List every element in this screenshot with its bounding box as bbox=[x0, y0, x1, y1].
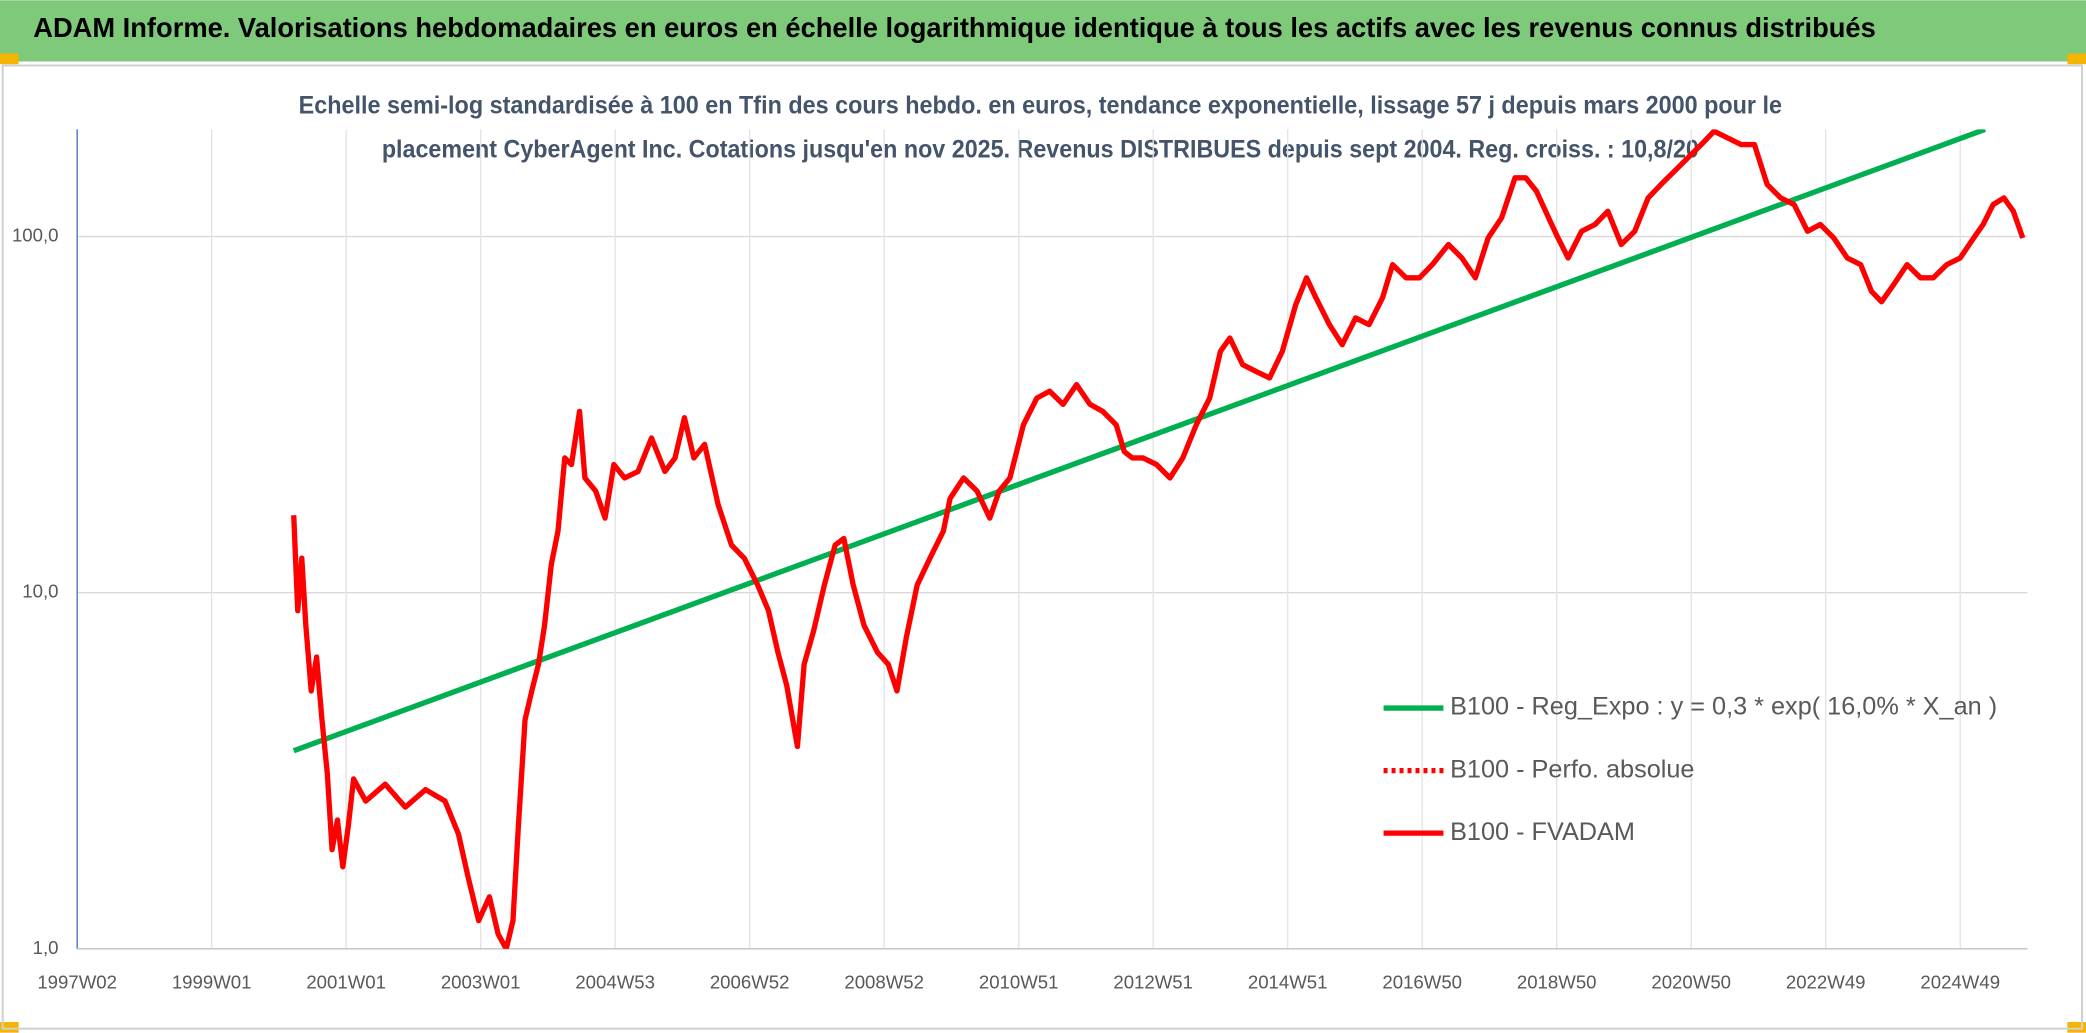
legend-label: B100 - FVADAM bbox=[1450, 818, 1635, 846]
x-tick-label: 2014W51 bbox=[1248, 971, 1328, 992]
legend-label: B100 - Reg_Expo : y = 0,3 * exp( 16,0% *… bbox=[1450, 693, 1997, 721]
x-tick-label: 1999W01 bbox=[172, 971, 252, 992]
series-line bbox=[292, 129, 1987, 754]
chart-title: ADAM Informe. Valorisations hebdomadaire… bbox=[33, 12, 1876, 43]
series-line bbox=[291, 129, 2026, 949]
chart-subtitle: placement CyberAgent Inc. Cotations jusq… bbox=[382, 135, 1699, 163]
x-tick-label: 2020W50 bbox=[1651, 971, 1731, 992]
x-tick-label: 2004W53 bbox=[575, 971, 655, 992]
plot-area bbox=[291, 129, 2026, 949]
x-tick-label: 2018W50 bbox=[1517, 971, 1597, 992]
x-tick-label: 2001W01 bbox=[306, 971, 386, 992]
x-tick-label: 2016W50 bbox=[1382, 971, 1462, 992]
y-tick-label: 100,0 bbox=[12, 224, 59, 245]
corner-marker bbox=[0, 1022, 19, 1033]
y-tick-label: 1,0 bbox=[33, 937, 59, 958]
x-tick-label: 2006W52 bbox=[710, 971, 790, 992]
x-tick-label: 1997W02 bbox=[37, 971, 117, 992]
x-tick-label: 2003W01 bbox=[441, 971, 521, 992]
corner-marker bbox=[0, 53, 19, 65]
corner-marker bbox=[2067, 53, 2086, 65]
x-tick-label: 2008W52 bbox=[844, 971, 924, 992]
corner-marker bbox=[2067, 1022, 2086, 1033]
chart-subtitle: Echelle semi-log standardisée à 100 en T… bbox=[299, 91, 1782, 119]
x-tick-label: 2010W51 bbox=[979, 971, 1059, 992]
labels: 1,0 10,0 100,0 1997W02 1999W01 2001W01 2003W01… bbox=[12, 224, 2000, 992]
chart-frame bbox=[1, 64, 2084, 1030]
y-tick-label: 10,0 bbox=[22, 581, 58, 602]
x-tick-label: 2022W49 bbox=[1786, 971, 1866, 992]
x-tick-label: 2012W51 bbox=[1113, 971, 1193, 992]
legend-label: B100 - Perfo. absolue bbox=[1450, 755, 1694, 783]
x-tick-label: 2024W49 bbox=[1920, 971, 2000, 992]
header-bar bbox=[0, 0, 2086, 62]
